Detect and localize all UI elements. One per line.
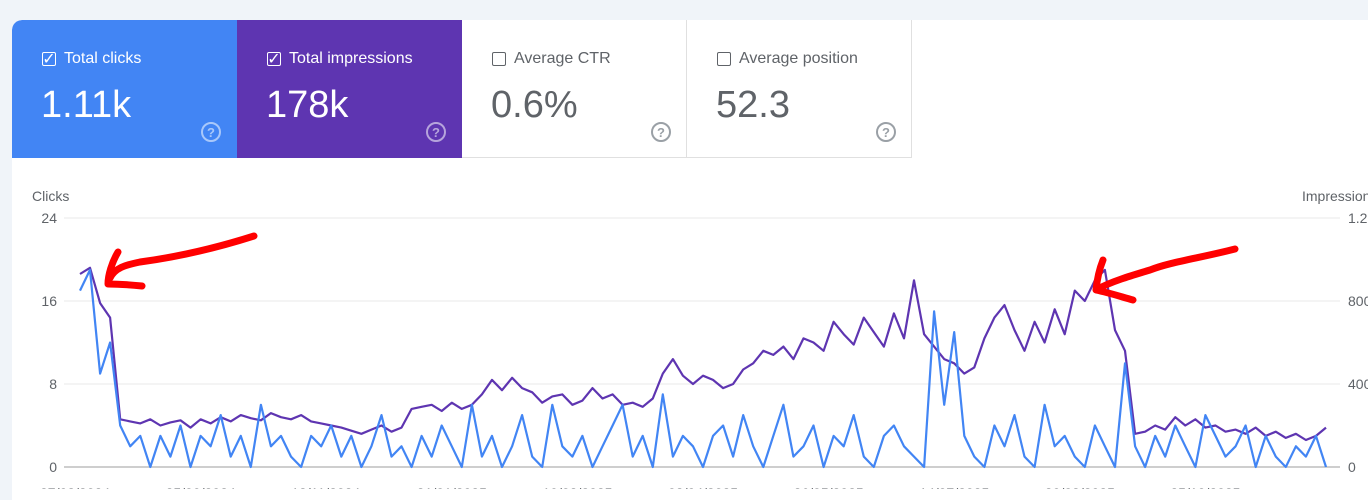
x-tick-label: 19/03/2025: [542, 485, 612, 489]
card-value: 178k: [266, 84, 349, 126]
right-tick-label: 0: [1348, 459, 1356, 475]
help-icon[interactable]: ?: [876, 122, 896, 142]
card-value: 1.11k: [41, 84, 132, 126]
card-value: 0.6%: [491, 84, 578, 126]
x-tick-label: 26/05/2025: [794, 485, 864, 489]
card-total-impressions[interactable]: ✓ Total impressions 178k ?: [237, 20, 462, 158]
card-label: Average position: [739, 50, 858, 67]
card-label: Total impressions: [289, 50, 413, 67]
left-axis-label: Clicks: [32, 188, 69, 204]
checkbox-checked-icon[interactable]: ✓: [42, 51, 56, 68]
annotation-arrow: [104, 232, 258, 290]
card-total-clicks[interactable]: ✓ Total clicks 1.11k ?: [12, 20, 237, 158]
checkbox-unchecked-icon[interactable]: [717, 52, 731, 66]
right-tick-label: 800: [1348, 293, 1368, 309]
left-tick-label: 8: [49, 376, 57, 392]
x-tick-label: 27/08/2024: [40, 485, 110, 489]
right-tick-label: 1.2K: [1348, 210, 1368, 226]
card-value: 52.3: [716, 84, 790, 126]
x-tick-label: 29/08/2025: [1045, 485, 1115, 489]
x-tick-label: 25/10/2025: [1170, 485, 1240, 489]
right-axis-label: Impressions: [1302, 188, 1368, 204]
left-tick-label: 24: [41, 210, 57, 226]
x-tick-label: 08/04/2025: [668, 485, 738, 489]
help-icon[interactable]: ?: [201, 122, 221, 142]
performance-chart: Clicks Impressions 0 0 8 400 16 800 24 1.2K 27/0…: [32, 188, 1368, 489]
card-label: Total clicks: [64, 50, 142, 67]
x-tick-label: 31/01/2025: [417, 485, 487, 489]
x-tick-label: 14/07/2025: [919, 485, 989, 489]
checkbox-unchecked-icon[interactable]: [492, 52, 506, 66]
left-tick-label: 16: [41, 293, 57, 309]
series-line-impressions: [79, 266, 1327, 442]
help-icon[interactable]: ?: [426, 122, 446, 142]
card-label: Average CTR: [514, 50, 611, 67]
right-tick-label: 400: [1348, 376, 1368, 392]
x-tick-label: 13/11/2024: [291, 485, 360, 489]
card-average-ctr[interactable]: Average CTR 0.6% ?: [462, 20, 687, 158]
card-average-position[interactable]: Average position 52.3 ?: [687, 20, 912, 158]
annotation-arrow: [1092, 245, 1239, 304]
checkbox-checked-icon[interactable]: ✓: [267, 51, 281, 68]
left-tick-label: 0: [49, 459, 57, 475]
help-icon[interactable]: ?: [651, 122, 671, 142]
x-tick-label: 25/09/2024: [166, 485, 236, 489]
metric-cards: ✓ Total clicks 1.11k ? ✓ Total impressions…: [12, 20, 912, 158]
series-line-clicks: [79, 268, 1328, 469]
performance-panel: ✓ Total clicks 1.11k ? ✓ Total impressions…: [12, 20, 1368, 500]
